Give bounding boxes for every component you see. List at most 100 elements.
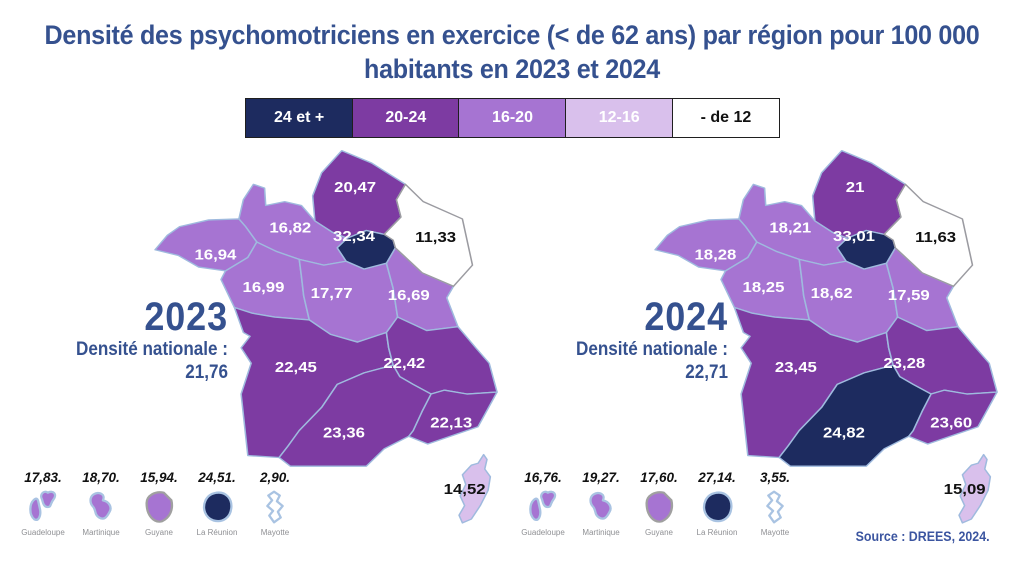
- overseas-label: Guadeloupe: [521, 528, 565, 537]
- legend-bin-label: - de 12: [700, 109, 752, 126]
- region-value-grand-est-2024: 11,63: [915, 230, 956, 246]
- overseas-label: Guyane: [644, 528, 674, 537]
- region-value-auvergne-rhone-alpes-2023: 22,42: [383, 356, 425, 372]
- overseas-value: 16,76.: [524, 470, 562, 485]
- region-value-occitanie-2023: 23,36: [323, 425, 365, 441]
- legend-bin-under-12: - de 12: [671, 98, 781, 138]
- region-provence-alpes-cote-d-azur-2024: [907, 389, 998, 445]
- region-grand-est-2023: [383, 183, 474, 287]
- map-block-2024: 21 18,21 33,01 11,63 18,28 18,25 18,62 17,59 23,…: [500, 0, 1024, 576]
- year-box-2023: 2023 Densité nationale : 21,76: [48, 296, 228, 384]
- overseas-la-r-union-2024: 27,14. La Réunion: [688, 470, 746, 537]
- overseas-mayotte-2024: 3,55. Mayotte: [746, 470, 804, 537]
- overseas-label: Mayotte: [760, 528, 790, 537]
- page-title-line1: Densité des psychomotriciens en exercice…: [44, 20, 980, 50]
- region-corse-2024: [958, 453, 992, 524]
- overseas-label: La Réunion: [696, 528, 738, 537]
- island-shape: [145, 491, 174, 523]
- overseas-label: La Réunion: [196, 528, 238, 537]
- overseas-value: 17,60.: [640, 470, 678, 485]
- overseas-label: Guadeloupe: [21, 528, 65, 537]
- overseas-value: 27,14.: [698, 470, 736, 485]
- year-label-2023: 2023: [144, 295, 228, 339]
- region-value-ile-de-france-2024: 33,01: [833, 229, 875, 245]
- legend-bin-12-16: 12-16: [565, 98, 674, 138]
- overseas-value: 24,51.: [198, 470, 236, 485]
- la-r-union-island-icon: [702, 491, 733, 523]
- region-value-hauts-de-france-2023: 20,47: [334, 180, 376, 196]
- overseas-guyane-2023: 15,94. Guyane: [130, 470, 188, 537]
- france-map-2024: 21 18,21 33,01 11,63 18,28 18,25 18,62 17,59 23,…: [654, 149, 998, 524]
- overseas-value: 3,55.: [759, 470, 791, 485]
- overseas-label: Martinique: [82, 528, 120, 537]
- region-value-corse-2023: 14,52: [444, 482, 486, 498]
- region-grand-est-2024: [883, 183, 974, 287]
- france-map-2023: 20,47 16,82 32,34 11,33 16,94 16,99 17,77 16,69…: [154, 149, 498, 524]
- region-value-centre-val-de-loire-2024: 18,62: [811, 286, 853, 302]
- overseas-guyane-2024: 17,60. Guyane: [630, 470, 688, 537]
- island-shape: [89, 491, 112, 520]
- region-value-provence-alpes-cote-d-azur-2023: 22,13: [430, 416, 472, 432]
- legend-bin-20-24: 20-24: [351, 98, 460, 138]
- national-density-2024: Densité nationale : 22,71: [575, 339, 728, 383]
- region-value-auvergne-rhone-alpes-2024: 23,28: [883, 356, 925, 372]
- region-value-pays-de-la-loire-2023: 16,99: [243, 280, 285, 296]
- guadeloupe-island-icon: [29, 490, 57, 521]
- overseas-value: 15,94.: [140, 470, 178, 485]
- overseas-label: Martinique: [582, 528, 620, 537]
- island-shape: [266, 490, 284, 524]
- region-value-nouvelle-aquitaine-2023: 22,45: [275, 360, 317, 376]
- island-shape: [702, 491, 733, 523]
- island-shape: [766, 490, 784, 524]
- year-label-2024: 2024: [644, 295, 728, 339]
- overseas-value: 18,70.: [82, 470, 120, 485]
- martinique-island-icon: [589, 491, 612, 520]
- la-r-union-island-icon: [202, 491, 233, 523]
- legend-bin-label: 20-24: [385, 109, 427, 126]
- region-value-pays-de-la-loire-2024: 18,25: [743, 280, 785, 296]
- region-value-corse-2024: 15,09: [944, 482, 986, 498]
- martinique-island-icon: [89, 491, 112, 520]
- overseas-label: Guyane: [144, 528, 174, 537]
- region-value-centre-val-de-loire-2023: 17,77: [311, 286, 353, 302]
- region-value-ile-de-france-2023: 32,34: [333, 229, 375, 245]
- region-value-provence-alpes-cote-d-azur-2024: 23,60: [930, 416, 972, 432]
- region-value-normandie-2023: 16,82: [269, 220, 311, 236]
- region-value-occitanie-2024: 24,82: [823, 425, 865, 441]
- overseas-value: 19,27.: [582, 470, 620, 485]
- island-shape: [589, 491, 612, 520]
- region-value-normandie-2024: 18,21: [769, 220, 811, 236]
- overseas-la-r-union-2023: 24,51. La Réunion: [188, 470, 246, 537]
- page-title: Densité des psychomotriciens en exercice…: [36, 18, 988, 86]
- region-value-hauts-de-france-2024: 21: [846, 180, 865, 196]
- region-value-bretagne-2023: 16,94: [194, 247, 236, 263]
- overseas-label: Mayotte: [260, 528, 290, 537]
- legend-bin-label: 16-20: [492, 109, 533, 126]
- region-value-bourgogne-franche-comte-2023: 16,69: [388, 288, 430, 304]
- region-bretagne-2023: [154, 218, 258, 272]
- region-value-grand-est-2023: 11,33: [415, 230, 456, 246]
- year-box-2024: 2024 Densité nationale : 22,71: [548, 296, 728, 384]
- legend-bin-16-20: 16-20: [458, 98, 567, 138]
- guadeloupe-island-icon: [529, 490, 557, 521]
- region-corse-2023: [458, 453, 492, 524]
- region-bretagne-2024: [654, 218, 758, 272]
- overseas-martinique-2023: 18,70. Martinique: [72, 470, 130, 537]
- legend-bin-label: 12-16: [598, 109, 640, 126]
- national-density-2023: Densité nationale : 21,76: [75, 339, 229, 383]
- region-ile-de-france-2024: [836, 229, 897, 270]
- island-shape: [202, 491, 233, 523]
- guyane-island-icon: [145, 491, 174, 523]
- island-shape: [645, 491, 674, 523]
- overseas-guadeloupe-2024: 16,76. Guadeloupe: [514, 470, 572, 537]
- island-shape: [29, 490, 57, 521]
- map-block-2023: 20,47 16,82 32,34 11,33 16,94 16,99 17,77 16,69…: [21, 149, 498, 537]
- mayotte-island-icon: [766, 490, 784, 524]
- legend-bin-24-plus: 24 et +: [245, 98, 354, 138]
- overseas-strip-2024: 16,76. Guadeloupe 19,27. Martinique 17,60. Gu…: [514, 470, 814, 537]
- region-value-nouvelle-aquitaine-2024: 23,45: [775, 360, 817, 376]
- island-shape: [529, 490, 557, 521]
- overseas-value: 17,83.: [24, 470, 62, 485]
- region-value-bretagne-2024: 18,28: [694, 247, 736, 263]
